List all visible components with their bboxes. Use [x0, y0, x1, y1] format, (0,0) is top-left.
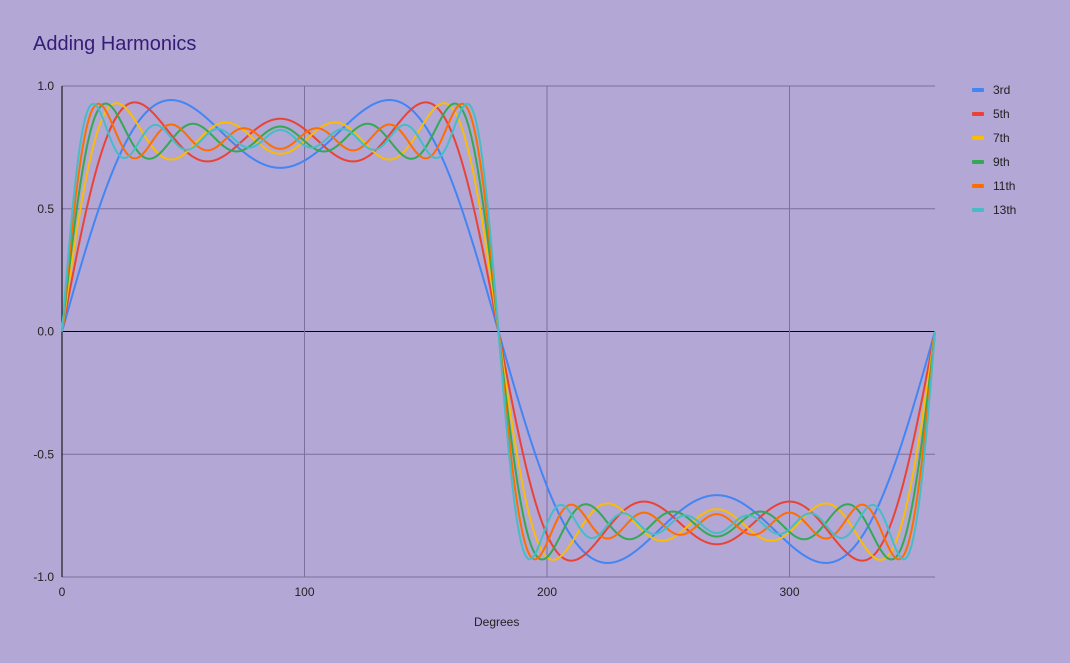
series-lines — [61, 99, 936, 564]
svg-text:0.5: 0.5 — [37, 202, 54, 216]
svg-text:300: 300 — [779, 585, 799, 599]
legend-swatch — [972, 160, 984, 164]
series-line-13th — [61, 102, 936, 561]
x-axis-label: Degrees — [474, 615, 520, 629]
svg-text:200: 200 — [537, 585, 557, 599]
legend-swatch — [972, 184, 984, 188]
svg-text:1.0: 1.0 — [37, 79, 54, 93]
axis-ticks: 1.0 0.5 0.0 -0.5 -1.0 0 100 200 300 — [33, 79, 800, 599]
svg-text:0.0: 0.0 — [37, 325, 54, 339]
legend-swatch — [972, 208, 984, 212]
svg-text:0: 0 — [59, 585, 66, 599]
legend-item-11th[interactable]: 11th — [972, 174, 1016, 198]
legend-item-3rd[interactable]: 3rd — [972, 78, 1016, 102]
chart-title: Adding Harmonics — [33, 33, 197, 55]
svg-text:-0.5: -0.5 — [33, 447, 54, 461]
svg-text:-1.0: -1.0 — [33, 570, 54, 584]
legend-item-13th[interactable]: 13th — [972, 198, 1016, 222]
legend-swatch — [972, 136, 984, 140]
legend-item-9th[interactable]: 9th — [972, 150, 1016, 174]
legend-swatch — [972, 112, 984, 116]
svg-text:100: 100 — [294, 585, 314, 599]
legend-item-7th[interactable]: 7th — [972, 126, 1016, 150]
legend-swatch — [972, 88, 984, 92]
legend: 3rd 5th 7th 9th 11th 13th — [972, 78, 1016, 222]
legend-item-5th[interactable]: 5th — [972, 102, 1016, 126]
